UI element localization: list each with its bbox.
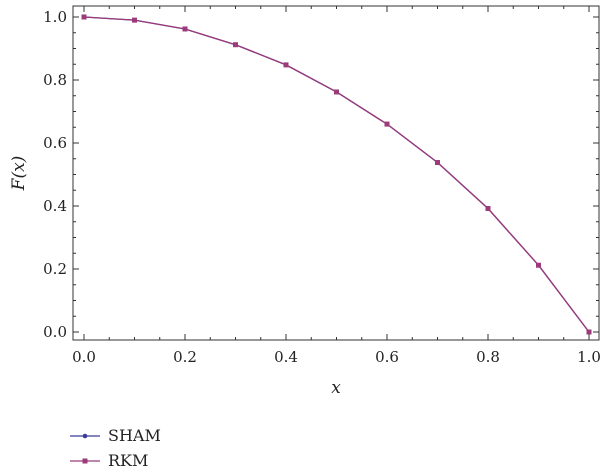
- x-tick-label: 0.8: [476, 348, 500, 366]
- data-point: [182, 26, 188, 32]
- data-point: [384, 121, 390, 127]
- x-tick-label: 0.0: [72, 348, 96, 366]
- series-sham: [81, 14, 592, 335]
- series-line: [83, 16, 590, 333]
- series-line: [83, 16, 590, 333]
- data-point: [485, 206, 491, 212]
- plot-frame: [72, 5, 600, 341]
- x-tick-label: 0.2: [173, 348, 197, 366]
- data-point: [283, 62, 289, 68]
- x-tick-label: 1.0: [577, 348, 601, 366]
- legend-item-sham: SHAM: [70, 426, 161, 445]
- x-tick-label: 0.4: [274, 348, 298, 366]
- legend-item-rkm: RKM: [70, 451, 148, 470]
- legend-marker: [82, 458, 88, 464]
- series-layer: [81, 14, 592, 335]
- y-axis-ticks: 0.0 0.2 0.4 0.6 0.8 1.0: [43, 8, 599, 341]
- x-axis-ticks: 0.0 0.2 0.4 0.6 0.8 1.0: [72, 6, 601, 366]
- data-point: [435, 160, 440, 166]
- y-tick-label: 0.4: [43, 197, 67, 215]
- y-tick-label: 0.6: [43, 134, 67, 152]
- data-point: [586, 329, 592, 335]
- legend: SHAM RKM: [70, 426, 161, 470]
- y-tick-label: 0.0: [43, 323, 67, 341]
- legend-marker: [82, 433, 88, 439]
- series-rkm: [81, 14, 592, 335]
- legend-label: RKM: [108, 451, 148, 470]
- data-point: [233, 42, 238, 48]
- data-point: [81, 14, 87, 20]
- y-tick-label: 1.0: [43, 8, 67, 26]
- legend-label: SHAM: [108, 426, 161, 445]
- data-point: [132, 17, 137, 23]
- data-point: [334, 89, 339, 95]
- y-tick-label: 0.8: [43, 71, 67, 89]
- y-tick-label: 0.2: [43, 260, 67, 278]
- data-point: [536, 262, 541, 268]
- x-axis-label: x: [331, 378, 341, 398]
- y-axis-label: F(x): [9, 156, 29, 192]
- x-tick-label: 0.6: [375, 348, 399, 366]
